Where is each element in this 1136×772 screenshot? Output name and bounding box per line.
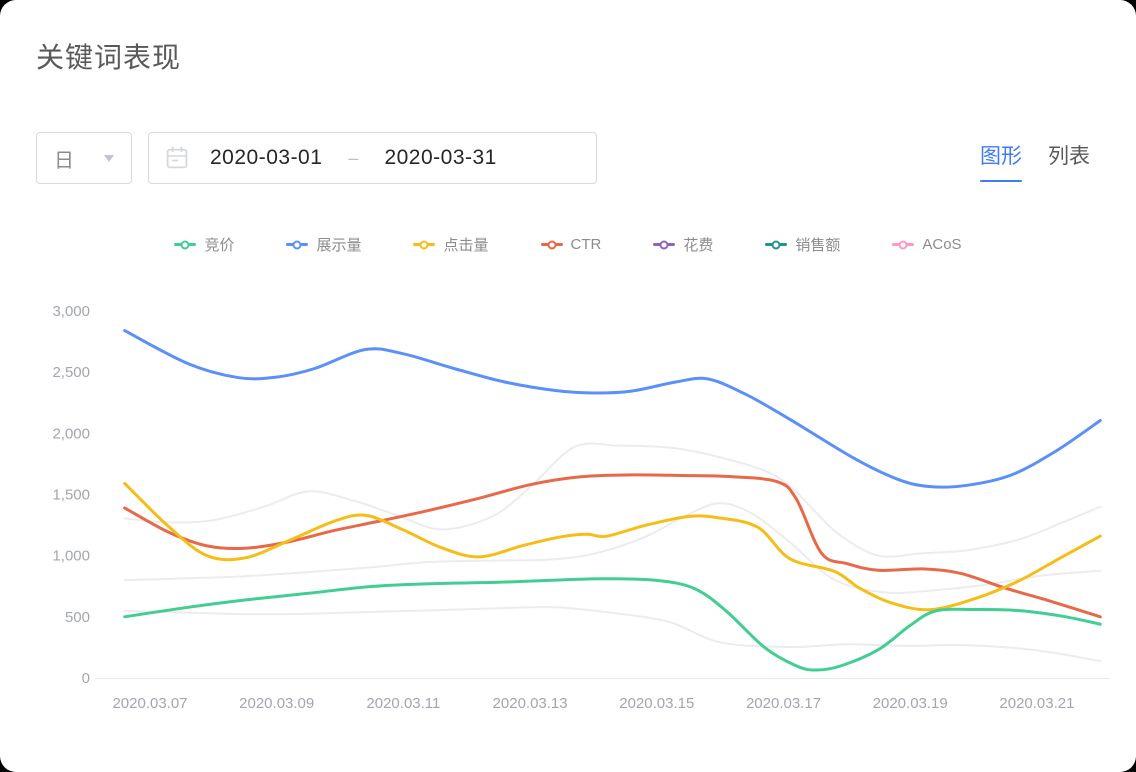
legend-label: 展示量 bbox=[316, 237, 362, 254]
date-range-separator: – bbox=[348, 147, 359, 168]
legend-marker-sales-icon bbox=[765, 240, 788, 249]
legend-marker-acos-icon bbox=[892, 240, 915, 249]
tab-list[interactable]: 列表 bbox=[1048, 145, 1090, 168]
legend-item-sales[interactable]: 销售额 bbox=[765, 234, 840, 255]
legend-item-impressions[interactable]: 展示量 bbox=[286, 234, 361, 255]
legend-label: 竞价 bbox=[204, 237, 235, 254]
legend-item-bid[interactable]: 竞价 bbox=[174, 234, 234, 255]
granularity-value: 日 bbox=[54, 149, 74, 172]
series-line-muted-2 bbox=[123, 502, 1102, 594]
view-tabs: 图形 列表 bbox=[980, 140, 1090, 182]
date-range-picker[interactable]: 2020-03-01 – 2020-03-31 bbox=[148, 132, 597, 184]
legend-label: 销售额 bbox=[795, 237, 841, 254]
chevron-down-icon bbox=[104, 154, 114, 162]
x-tick-label: 2020.03.17 bbox=[746, 695, 821, 712]
x-tick-label: 2020.03.13 bbox=[493, 695, 568, 712]
legend-label: CTR bbox=[570, 236, 602, 253]
y-tick-label: 500 bbox=[65, 609, 90, 626]
start-date[interactable]: 2020-03-01 bbox=[210, 146, 323, 169]
series-line-muted-3 bbox=[123, 606, 1102, 663]
legend-marker-impressions-icon bbox=[286, 240, 309, 249]
legend-marker-clicks-icon bbox=[413, 240, 436, 249]
x-tick-label: 2020.03.15 bbox=[619, 695, 694, 712]
series-line-bid bbox=[123, 577, 1102, 672]
legend-label: ACoS bbox=[922, 236, 962, 253]
end-date[interactable]: 2020-03-31 bbox=[384, 146, 497, 169]
legend-marker-spend-icon bbox=[653, 240, 676, 249]
legend-item-acos[interactable]: ACoS bbox=[892, 234, 962, 255]
calendar-icon bbox=[164, 145, 190, 171]
legend-marker-ctr-icon bbox=[540, 240, 563, 249]
y-tick-label: 2,500 bbox=[52, 364, 90, 381]
legend-marker-bid-icon bbox=[174, 240, 197, 249]
x-tick-label: 2020.03.09 bbox=[239, 695, 314, 712]
chart-legend: 竞价 展示量 点击量 CTR 花费 销售额 ACoS bbox=[0, 234, 1136, 255]
legend-label: 花费 bbox=[683, 237, 714, 254]
legend-item-spend[interactable]: 花费 bbox=[653, 234, 713, 255]
tab-graph[interactable]: 图形 bbox=[980, 140, 1022, 182]
y-tick-label: 1,000 bbox=[52, 548, 90, 565]
series-line-clicks bbox=[123, 482, 1102, 612]
x-tick-label: 2020.03.19 bbox=[873, 695, 948, 712]
legend-item-ctr[interactable]: CTR bbox=[540, 234, 602, 255]
granularity-select[interactable]: 日 bbox=[36, 132, 132, 184]
series-line-impressions bbox=[123, 329, 1102, 489]
y-tick-label: 3,000 bbox=[52, 303, 90, 320]
series-line-ctr bbox=[123, 473, 1102, 619]
legend-item-clicks[interactable]: 点击量 bbox=[413, 234, 489, 255]
series-line-muted-1 bbox=[123, 442, 1102, 558]
x-tick-label: 2020.03.11 bbox=[366, 695, 440, 712]
y-tick-label: 0 bbox=[82, 670, 90, 687]
legend-label: 点击量 bbox=[443, 237, 489, 254]
y-tick-label: 1,500 bbox=[52, 487, 90, 504]
page-title: 关键词表现 bbox=[36, 42, 182, 73]
y-tick-label: 2,000 bbox=[52, 425, 90, 442]
x-tick-label: 2020.03.07 bbox=[112, 695, 187, 712]
x-tick-label: 2020.03.21 bbox=[999, 695, 1074, 712]
